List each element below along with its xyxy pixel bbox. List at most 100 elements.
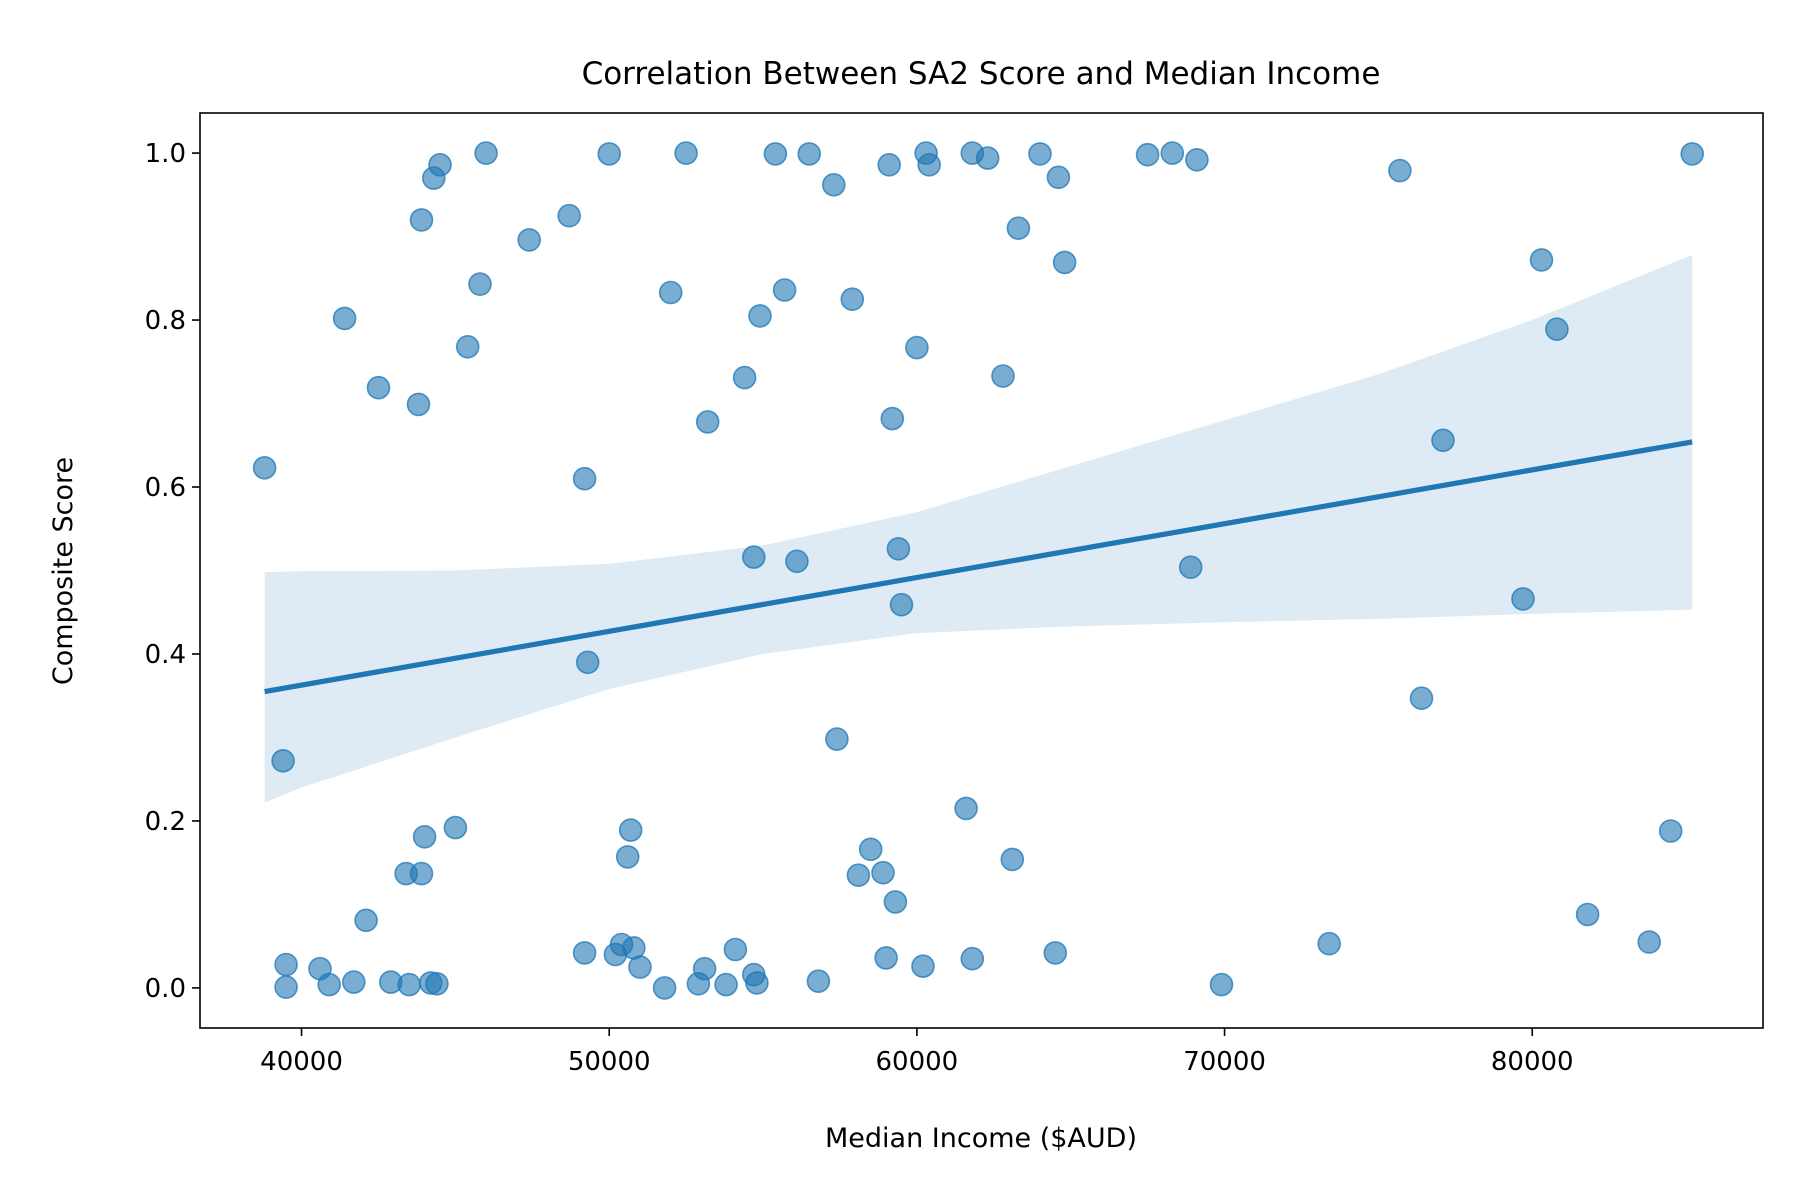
data-point	[723, 937, 748, 962]
data-point	[652, 976, 677, 1000]
data-point	[425, 971, 449, 996]
data-point	[274, 975, 298, 999]
data-point	[1185, 148, 1209, 172]
data-point	[468, 272, 492, 296]
data-point	[366, 375, 391, 400]
data-point	[443, 815, 468, 840]
data-point	[1680, 142, 1704, 166]
data-point	[1388, 158, 1412, 183]
data-point	[960, 946, 985, 971]
y-axis-ticks: 0.0 0.2 0.4 0.6 0.8 1.0	[145, 139, 200, 1004]
data-point	[1000, 847, 1025, 872]
data-point	[991, 364, 1015, 388]
data-point	[748, 304, 772, 328]
data-point	[409, 208, 434, 232]
data-point	[732, 365, 757, 390]
x-tick-label: 60000	[876, 1047, 959, 1077]
x-tick-label: 80000	[1491, 1047, 1574, 1077]
data-point	[1160, 141, 1185, 165]
data-point	[858, 837, 883, 862]
data-point	[825, 727, 849, 751]
data-point	[354, 908, 378, 933]
data-point	[1529, 248, 1554, 272]
data-point	[745, 971, 769, 995]
data-point	[871, 860, 895, 885]
x-tick-label: 70000	[1183, 1047, 1266, 1077]
y-tick-label: 1.0	[145, 139, 186, 169]
data-point	[572, 466, 597, 491]
data-point	[406, 392, 431, 417]
data-point	[618, 818, 643, 842]
data-point	[821, 173, 846, 197]
data-point	[1178, 555, 1203, 580]
data-point	[1135, 142, 1160, 167]
data-point	[905, 335, 929, 360]
data-point	[880, 406, 905, 431]
data-point	[557, 203, 582, 228]
data-point	[883, 890, 908, 914]
data-point	[455, 334, 480, 359]
y-tick-label: 0.8	[145, 306, 186, 336]
data-point	[1658, 819, 1683, 843]
data-point	[840, 287, 865, 312]
data-point	[1006, 216, 1031, 240]
chart-title: Correlation Between SA2 Score and Median…	[582, 56, 1381, 92]
data-point	[271, 748, 295, 773]
data-point	[517, 228, 542, 252]
data-point	[412, 824, 437, 849]
data-point	[741, 545, 766, 569]
y-tick-label: 0.2	[145, 807, 186, 837]
data-point	[1043, 941, 1068, 965]
regression-line-layer	[264, 439, 1693, 695]
data-point	[763, 142, 788, 166]
y-tick-label: 0.6	[145, 473, 186, 503]
data-point	[917, 153, 942, 177]
y-axis-label: Composite Score	[48, 457, 79, 685]
data-point	[797, 142, 822, 166]
data-point	[332, 306, 357, 331]
data-point	[575, 650, 600, 675]
data-point	[806, 969, 831, 994]
data-point	[317, 972, 342, 997]
x-tick-label: 40000	[260, 1047, 343, 1077]
confidence-band	[264, 254, 1693, 803]
data-point	[1431, 428, 1455, 453]
confidence-band-layer	[264, 254, 1693, 803]
data-point	[1028, 142, 1052, 166]
data-point	[1637, 930, 1661, 954]
data-point	[911, 954, 935, 979]
data-point	[785, 549, 809, 574]
data-point	[877, 153, 902, 177]
data-point	[409, 861, 434, 886]
data-point	[628, 955, 652, 979]
data-point	[252, 455, 277, 480]
data-point	[714, 972, 738, 997]
data-point	[474, 141, 498, 165]
data-point	[1511, 587, 1535, 611]
data-point	[341, 970, 366, 994]
data-point	[674, 141, 698, 165]
x-tick-label: 50000	[568, 1047, 651, 1077]
y-tick-label: 0.0	[145, 974, 186, 1004]
data-point	[886, 536, 911, 561]
data-point	[572, 941, 597, 965]
data-point	[597, 142, 622, 166]
data-point	[397, 972, 422, 997]
points-layer	[252, 141, 1704, 1000]
data-point	[1046, 165, 1071, 190]
data-point	[1209, 972, 1234, 997]
regression-line	[264, 439, 1693, 695]
data-point	[874, 946, 898, 970]
y-tick-label: 0.4	[145, 640, 186, 670]
data-point	[1409, 686, 1434, 711]
data-point	[615, 845, 640, 869]
x-axis-label: Median Income ($AUD)	[825, 1123, 1137, 1154]
data-point	[428, 153, 452, 177]
data-point	[1052, 250, 1077, 275]
data-point	[692, 956, 717, 981]
data-point	[772, 278, 797, 302]
data-point	[975, 146, 1000, 170]
data-point	[1575, 902, 1600, 927]
